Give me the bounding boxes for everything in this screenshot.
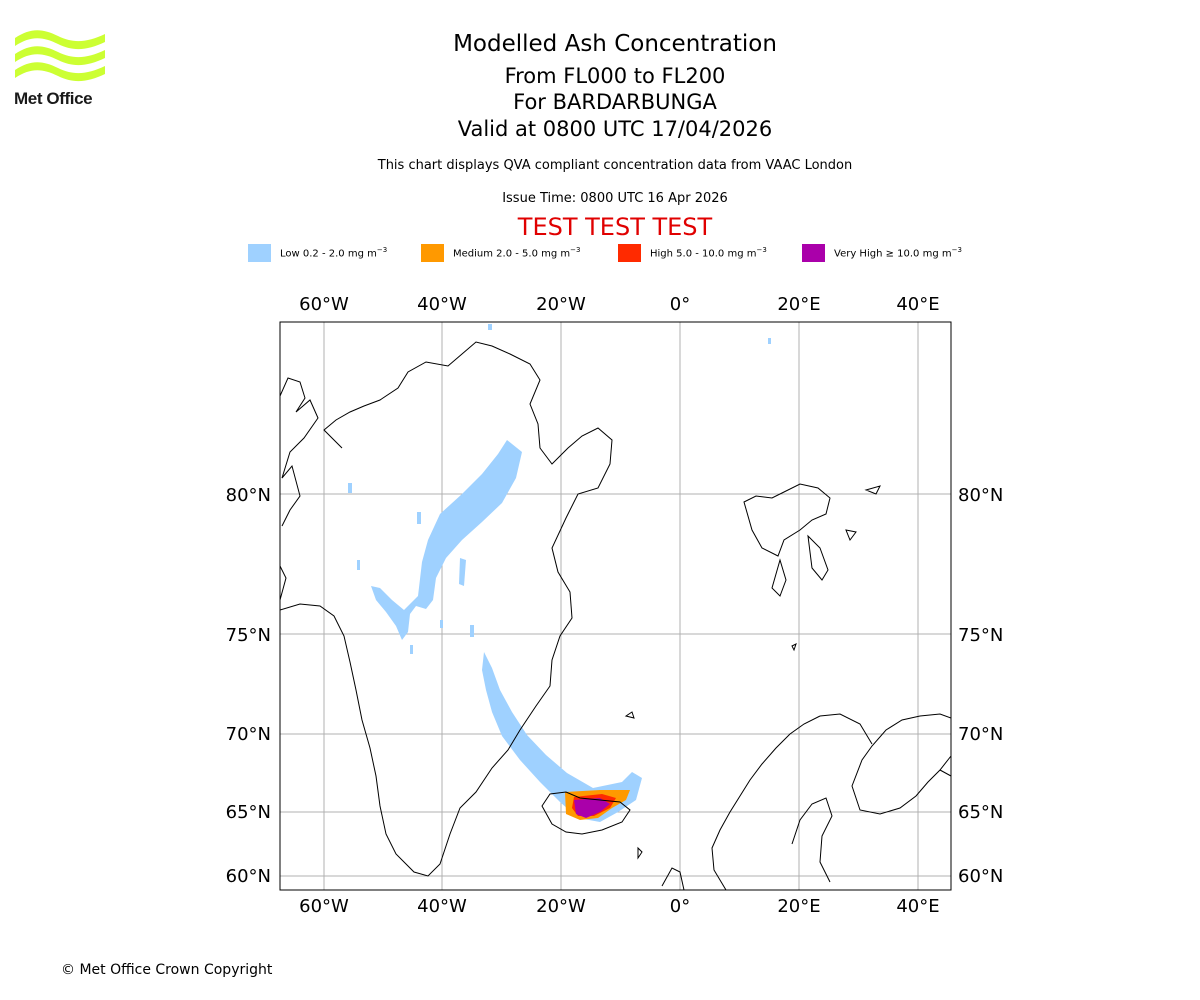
legend-swatch-very-high bbox=[802, 244, 825, 262]
jan-mayen-coast bbox=[624, 711, 635, 719]
coastlines bbox=[280, 341, 951, 890]
lon-tick-bottom: 20°W bbox=[536, 896, 586, 917]
map-frame bbox=[279, 321, 952, 891]
lat-tick-left: 80°N bbox=[226, 485, 271, 506]
lat-ticks-left: 80°N 75°N 70°N 65°N 60°N bbox=[226, 485, 271, 887]
lon-tick-top: 0° bbox=[670, 294, 690, 315]
lon-ticks-top: 60°W 40°W 20°W 0° 20°E 40°E bbox=[299, 294, 939, 315]
lat-tick-left: 75°N bbox=[226, 625, 271, 646]
met-office-logo: Met Office bbox=[12, 28, 108, 112]
legend-item-high: High 5.0 - 10.0 mg m−3 bbox=[618, 244, 767, 262]
ash-very-high-area bbox=[574, 798, 610, 818]
logo-text: Met Office bbox=[14, 89, 93, 108]
test-banner: TEST TEST TEST bbox=[517, 213, 713, 241]
lon-ticks-bottom: 60°W 40°W 20°W 0° 20°E 40°E bbox=[299, 896, 939, 917]
met-office-wave-icon bbox=[15, 30, 105, 82]
faroe-coast bbox=[637, 846, 643, 860]
legend-label-high: High 5.0 - 10.0 mg m−3 bbox=[650, 246, 767, 260]
lat-tick-right: 75°N bbox=[958, 625, 1003, 646]
volcano-name: For BARDARBUNGA bbox=[513, 90, 717, 114]
lon-tick-top: 20°E bbox=[777, 294, 820, 315]
legend-item-very-high: Very High ≥ 10.0 mg m−3 bbox=[802, 244, 962, 262]
legend-swatch-medium bbox=[421, 244, 444, 262]
svalbard-coast bbox=[743, 483, 881, 597]
lat-tick-left: 60°N bbox=[226, 866, 271, 887]
lon-tick-top: 60°W bbox=[299, 294, 349, 315]
ash-low-area bbox=[348, 324, 771, 822]
legend-label-low: Low 0.2 - 2.0 mg m−3 bbox=[280, 246, 388, 260]
copyright-notice: © Met Office Crown Copyright bbox=[61, 962, 273, 978]
concentration-legend: Low 0.2 - 2.0 mg m−3 Medium 2.0 - 5.0 mg… bbox=[0, 244, 1200, 264]
lon-tick-top: 40°W bbox=[417, 294, 467, 315]
legend-item-low: Low 0.2 - 2.0 mg m−3 bbox=[248, 244, 387, 262]
lon-tick-bottom: 40°E bbox=[896, 896, 939, 917]
issue-time: Issue Time: 0800 UTC 16 Apr 2026 bbox=[502, 191, 728, 206]
legend-label-very-high: Very High ≥ 10.0 mg m−3 bbox=[834, 246, 962, 260]
lon-tick-top: 40°E bbox=[896, 294, 939, 315]
bear-island-coast bbox=[791, 643, 797, 652]
legend-item-medium: Medium 2.0 - 5.0 mg m−3 bbox=[421, 244, 580, 262]
british-isles-coast bbox=[661, 867, 685, 890]
map-content bbox=[280, 322, 951, 890]
lat-ticks-right: 80°N 75°N 70°N 65°N 60°N bbox=[958, 485, 1003, 887]
lon-tick-top: 20°W bbox=[536, 294, 586, 315]
lat-tick-right: 70°N bbox=[958, 724, 1003, 745]
iceland-coast bbox=[541, 791, 631, 835]
legend-label-medium: Medium 2.0 - 5.0 mg m−3 bbox=[453, 246, 581, 260]
lat-tick-left: 65°N bbox=[226, 802, 271, 823]
legend-swatch-high bbox=[618, 244, 641, 262]
lon-tick-bottom: 20°E bbox=[777, 896, 820, 917]
valid-time: Valid at 0800 UTC 17/04/2026 bbox=[457, 117, 773, 141]
graticule bbox=[280, 322, 951, 890]
greenland-coast bbox=[280, 341, 613, 877]
chart-title: Modelled Ash Concentration bbox=[453, 31, 777, 57]
data-source-note: This chart displays QVA compliant concen… bbox=[377, 158, 853, 173]
legend-swatch-low bbox=[248, 244, 271, 262]
flight-level-range: From FL000 to FL200 bbox=[504, 64, 726, 88]
lat-tick-right: 80°N bbox=[958, 485, 1003, 506]
lat-tick-right: 60°N bbox=[958, 866, 1003, 887]
lon-tick-bottom: 0° bbox=[670, 896, 690, 917]
lat-tick-right: 65°N bbox=[958, 802, 1003, 823]
scandinavia-coast bbox=[711, 713, 951, 890]
lon-tick-bottom: 60°W bbox=[299, 896, 349, 917]
lon-tick-bottom: 40°W bbox=[417, 896, 467, 917]
lat-tick-left: 70°N bbox=[226, 724, 271, 745]
